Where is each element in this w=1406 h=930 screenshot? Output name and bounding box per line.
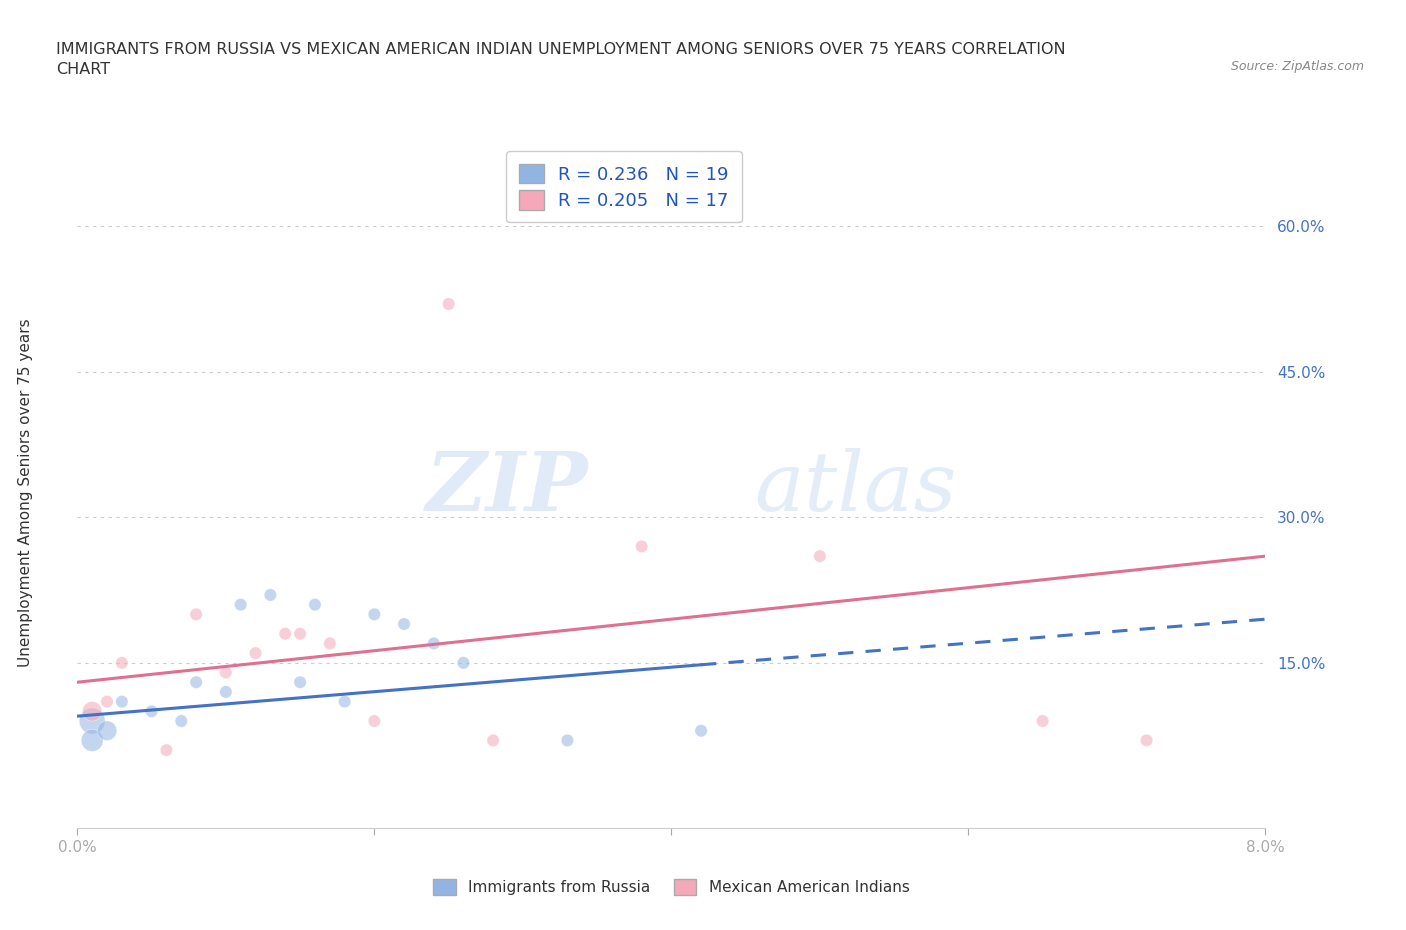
Point [482, 733, 505, 748]
Point [111, 656, 134, 671]
Text: Unemployment Among Seniors over 75 years: Unemployment Among Seniors over 75 years [18, 319, 32, 667]
Point [423, 636, 446, 651]
Point [111, 694, 134, 709]
Point [82, 704, 104, 719]
Point [363, 607, 385, 622]
Point [363, 713, 385, 728]
Text: atlas: atlas [755, 448, 957, 528]
Point [453, 656, 475, 671]
Point [808, 549, 831, 564]
Point [229, 597, 252, 612]
Point [557, 733, 579, 748]
Point [259, 588, 281, 603]
Point [690, 724, 713, 738]
Point [437, 297, 460, 312]
Point [245, 645, 267, 660]
Point [96, 724, 118, 738]
Point [288, 626, 311, 641]
Point [333, 694, 356, 709]
Point [215, 665, 238, 680]
Point [304, 597, 326, 612]
Text: ZIP: ZIP [426, 448, 588, 528]
Text: Source: ZipAtlas.com: Source: ZipAtlas.com [1230, 60, 1364, 73]
Point [155, 743, 177, 758]
Point [186, 675, 208, 690]
Text: IMMIGRANTS FROM RUSSIA VS MEXICAN AMERICAN INDIAN UNEMPLOYMENT AMONG SENIORS OVE: IMMIGRANTS FROM RUSSIA VS MEXICAN AMERIC… [56, 42, 1066, 76]
Point [1032, 713, 1054, 728]
Point [186, 607, 208, 622]
Point [274, 626, 297, 641]
Point [82, 713, 104, 728]
Point [630, 539, 652, 554]
Point [82, 733, 104, 748]
Legend: Immigrants from Russia, Mexican American Indians: Immigrants from Russia, Mexican American… [427, 873, 915, 901]
Point [288, 675, 311, 690]
Point [1136, 733, 1159, 748]
Point [170, 713, 193, 728]
Point [392, 617, 415, 631]
Point [215, 684, 238, 699]
Point [319, 636, 342, 651]
Point [141, 704, 163, 719]
Point [96, 694, 118, 709]
